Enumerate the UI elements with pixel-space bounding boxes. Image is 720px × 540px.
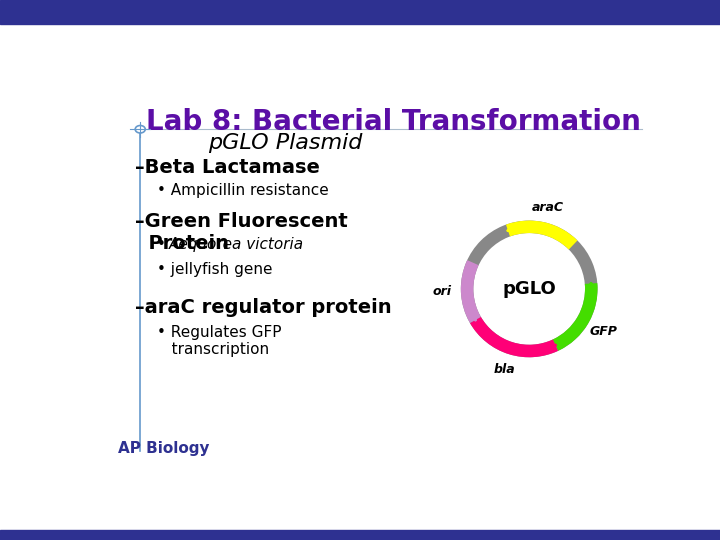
Text: –Green Fluorescent
  Protein: –Green Fluorescent Protein xyxy=(135,212,347,253)
Text: •: • xyxy=(157,238,171,252)
Circle shape xyxy=(135,125,145,133)
Text: • Ampicillin resistance: • Ampicillin resistance xyxy=(157,183,329,198)
Text: GFP: GFP xyxy=(590,325,617,338)
Text: –araC regulator protein: –araC regulator protein xyxy=(135,298,391,316)
Text: araC: araC xyxy=(532,201,564,214)
Text: pGLO Plasmid: pGLO Plasmid xyxy=(208,133,362,153)
Text: ori: ori xyxy=(433,286,452,299)
Text: pGLO: pGLO xyxy=(503,280,556,298)
Text: Aequorea victoria: Aequorea victoria xyxy=(169,238,305,252)
Text: • Regulates GFP
   transcription: • Regulates GFP transcription xyxy=(157,325,282,357)
Text: AP Biology: AP Biology xyxy=(118,441,210,456)
Text: –Beta Lactamase: –Beta Lactamase xyxy=(135,158,320,177)
Text: Lab 8: Bacterial Transformation: Lab 8: Bacterial Transformation xyxy=(145,109,641,137)
Text: bla: bla xyxy=(494,362,516,376)
Text: • jellyfish gene: • jellyfish gene xyxy=(157,262,272,278)
